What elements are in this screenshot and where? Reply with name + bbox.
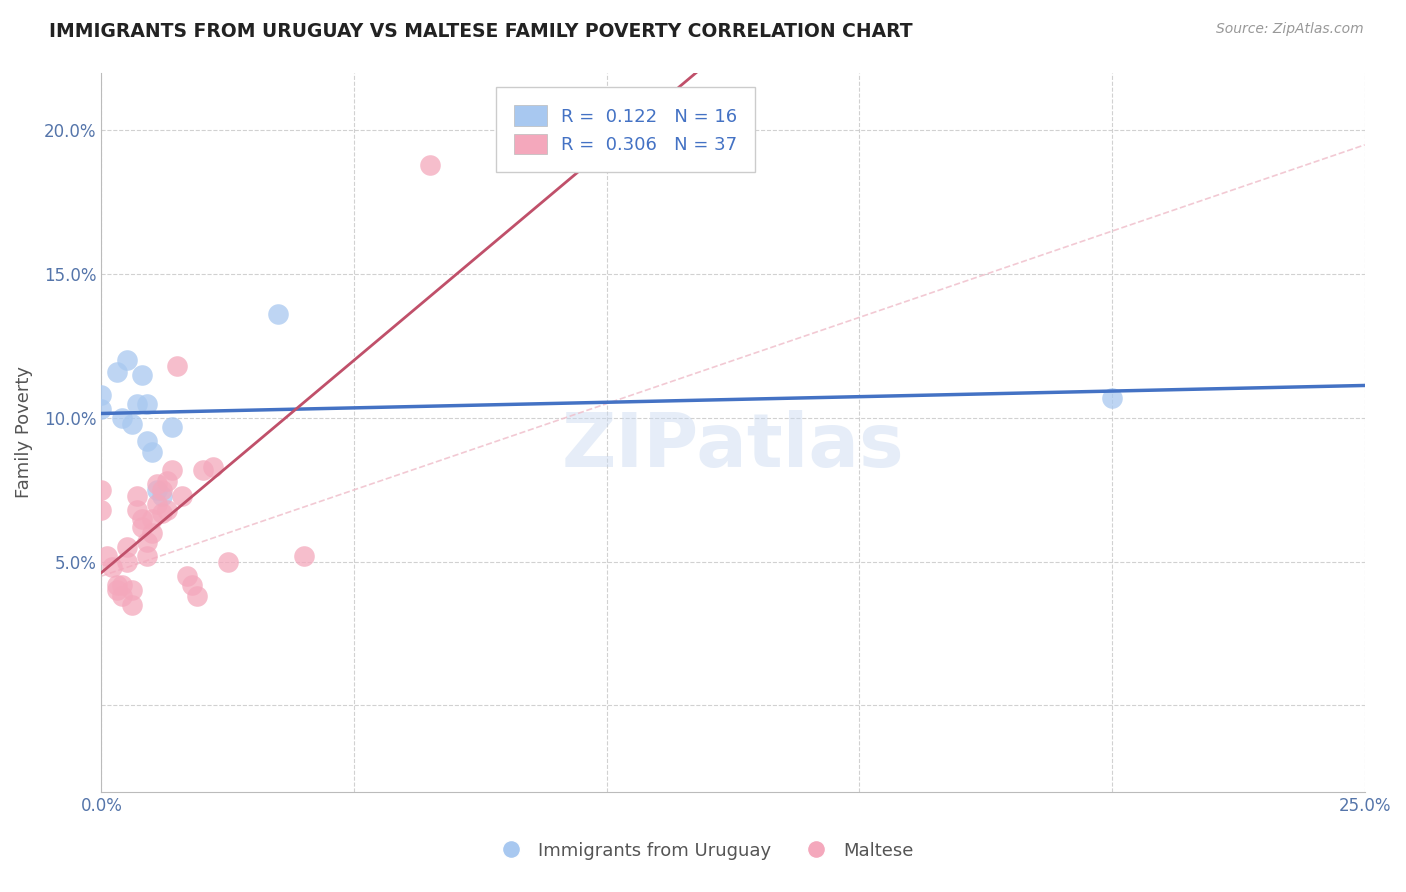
Point bbox=[136, 549, 159, 563]
Point bbox=[292, 549, 315, 563]
Point bbox=[111, 589, 134, 603]
Point bbox=[181, 578, 204, 592]
Point bbox=[90, 388, 112, 402]
Point bbox=[150, 506, 173, 520]
Point bbox=[115, 353, 138, 368]
Point bbox=[146, 483, 169, 497]
Legend: Immigrants from Uruguay, Maltese: Immigrants from Uruguay, Maltese bbox=[485, 835, 921, 867]
Point bbox=[131, 520, 153, 534]
Point bbox=[105, 365, 128, 379]
Point bbox=[166, 359, 188, 374]
Point bbox=[156, 474, 179, 488]
Text: Source: ZipAtlas.com: Source: ZipAtlas.com bbox=[1216, 22, 1364, 37]
Legend: R =  0.122   N = 16, R =  0.306   N = 37: R = 0.122 N = 16, R = 0.306 N = 37 bbox=[502, 93, 749, 167]
Point bbox=[136, 434, 159, 448]
Point bbox=[121, 598, 143, 612]
Point bbox=[160, 419, 183, 434]
Point bbox=[146, 497, 169, 511]
Point bbox=[172, 489, 194, 503]
Point bbox=[150, 483, 173, 497]
Point bbox=[111, 578, 134, 592]
Point bbox=[100, 560, 122, 574]
Point bbox=[125, 396, 148, 410]
Point bbox=[121, 417, 143, 431]
Point bbox=[141, 445, 163, 459]
Point bbox=[191, 463, 214, 477]
Point bbox=[125, 489, 148, 503]
Point bbox=[419, 158, 441, 172]
Point bbox=[131, 511, 153, 525]
Point bbox=[146, 477, 169, 491]
Point bbox=[115, 555, 138, 569]
Text: IMMIGRANTS FROM URUGUAY VS MALTESE FAMILY POVERTY CORRELATION CHART: IMMIGRANTS FROM URUGUAY VS MALTESE FAMIL… bbox=[49, 22, 912, 41]
Point bbox=[150, 489, 173, 503]
Point bbox=[90, 483, 112, 497]
Point bbox=[217, 555, 239, 569]
Point bbox=[131, 368, 153, 382]
Point bbox=[115, 541, 138, 555]
Point bbox=[186, 589, 208, 603]
Point bbox=[156, 503, 179, 517]
Point bbox=[90, 402, 112, 417]
Point bbox=[201, 459, 224, 474]
Point bbox=[125, 503, 148, 517]
Point bbox=[105, 578, 128, 592]
Point bbox=[121, 583, 143, 598]
Point bbox=[141, 525, 163, 540]
Text: ZIPatlas: ZIPatlas bbox=[562, 410, 904, 483]
Point bbox=[96, 549, 118, 563]
Point bbox=[136, 534, 159, 549]
Point bbox=[111, 411, 134, 425]
Point bbox=[90, 503, 112, 517]
Point bbox=[1101, 391, 1123, 405]
Point bbox=[160, 463, 183, 477]
Point bbox=[267, 308, 290, 322]
Point bbox=[141, 511, 163, 525]
Y-axis label: Family Poverty: Family Poverty bbox=[15, 367, 32, 499]
Point bbox=[105, 583, 128, 598]
Point bbox=[176, 569, 198, 583]
Point bbox=[136, 396, 159, 410]
